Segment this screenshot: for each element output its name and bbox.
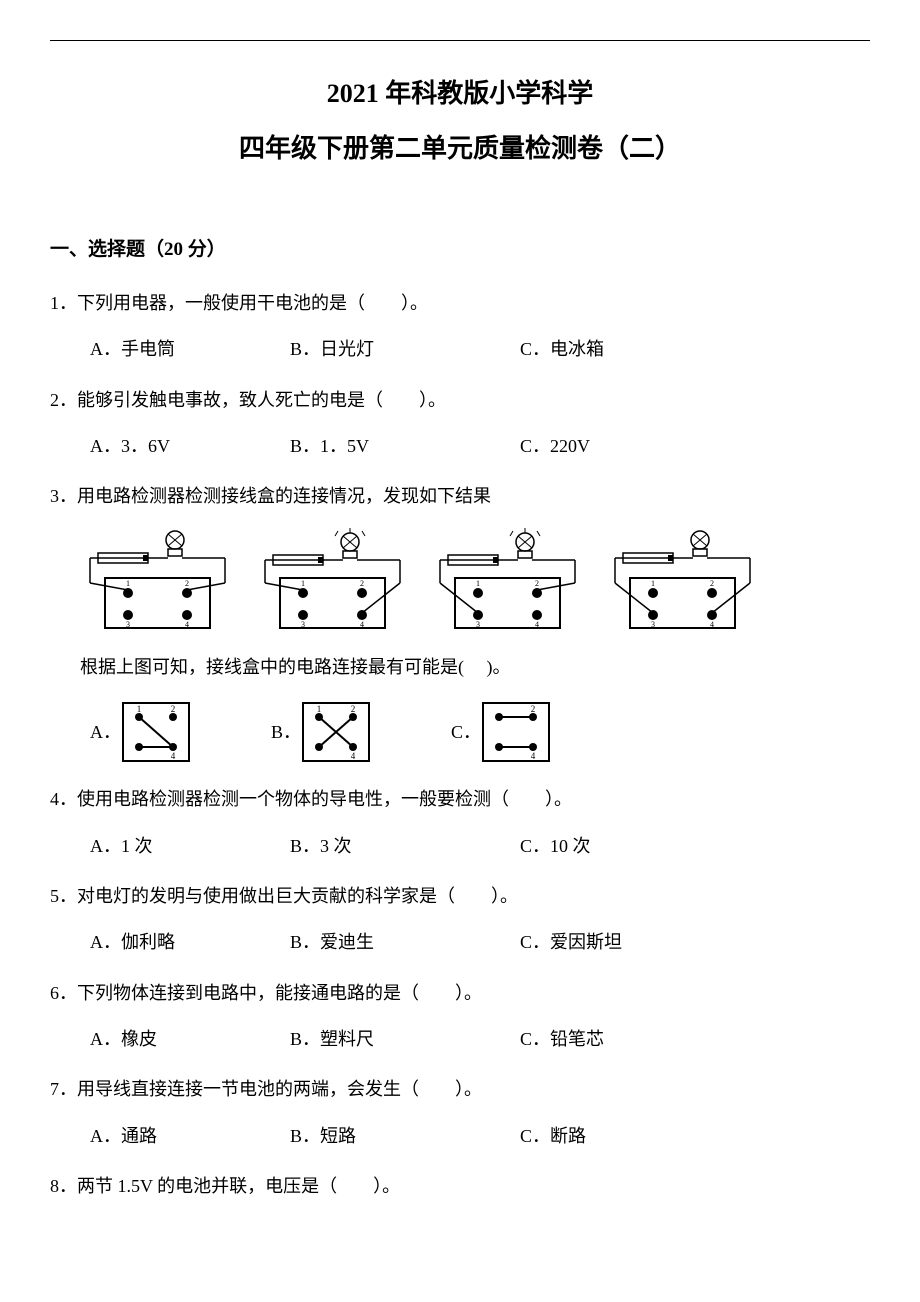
options-row: A．伽利略 B．爱迪生 C．爱因斯坦 [50,926,870,958]
svg-text:2: 2 [531,704,536,714]
question-text: 2．能够引发触电事故，致人死亡的电是（ ）。 [50,384,870,416]
option-b: B．1．5V [290,430,520,462]
option-label: C． [451,716,481,748]
options-row: A．手电筒 B．日光灯 C．电冰箱 [50,333,870,365]
svg-text:4: 4 [710,620,714,629]
section-heading: 一、选择题（20 分） [50,233,870,267]
svg-text:2: 2 [710,579,714,588]
option-b: B．爱迪生 [290,926,520,958]
circuit-diagram-2: 1 2 3 4 [255,528,410,633]
svg-text:2: 2 [351,704,356,714]
connection-diagram-c: 2 4 [481,701,551,763]
question-7: 7．用导线直接连接一节电池的两端，会发生（ ）。 A．通路 B．短路 C．断路 [50,1073,870,1152]
question-6: 6．下列物体连接到电路中，能接通电路的是（ ）。 A．橡皮 B．塑料尺 C．铅笔… [50,977,870,1056]
option-a: A．伽利略 [90,926,290,958]
svg-text:1: 1 [651,579,655,588]
options-row: A．通路 B．短路 C．断路 [50,1120,870,1152]
option-label: B． [271,716,301,748]
option-c: C．220V [520,430,720,462]
question-text: 4．使用电路检测器检测一个物体的导电性，一般要检测（ ）。 [50,783,870,815]
question-text: 7．用导线直接连接一节电池的两端，会发生（ ）。 [50,1073,870,1105]
svg-text:4: 4 [360,620,364,629]
question-3: 3．用电路检测器检测接线盒的连接情况，发现如下结果 [50,480,870,763]
circuit-diagram-1: 1 2 3 4 [80,528,235,633]
svg-text:3: 3 [476,620,480,629]
question-text: 5．对电灯的发明与使用做出巨大贡献的科学家是（ ）。 [50,880,870,912]
question-text: 3．用电路检测器检测接线盒的连接情况，发现如下结果 [50,480,870,512]
option-b: B．塑料尺 [290,1023,520,1055]
page-subtitle: 四年级下册第二单元质量检测卷（二） [50,126,870,173]
option-c: C．断路 [520,1120,720,1152]
page-title: 2021 年科教版小学科学 [50,71,870,118]
svg-text:1: 1 [137,704,142,714]
svg-text:4: 4 [535,620,539,629]
question-1: 1．下列用电器，一般使用干电池的是（ ）。 A．手电筒 B．日光灯 C．电冰箱 [50,287,870,366]
svg-text:4: 4 [351,751,356,761]
diagram-option-c: C． 2 4 [451,701,551,763]
option-b: B．日光灯 [290,333,520,365]
svg-text:4: 4 [171,751,176,761]
question-text: 1．下列用电器，一般使用干电池的是（ ）。 [50,287,870,319]
options-row: A．橡皮 B．塑料尺 C．铅笔芯 [50,1023,870,1055]
option-b: B．短路 [290,1120,520,1152]
svg-text:1: 1 [126,579,130,588]
svg-text:2: 2 [171,704,176,714]
option-c: C．铅笔芯 [520,1023,720,1055]
circuit-diagrams-row: 1 2 3 4 [50,528,870,633]
option-b: B．3 次 [290,830,520,862]
svg-text:3: 3 [301,620,305,629]
svg-text:2: 2 [535,579,539,588]
option-c: C．爱因斯坦 [520,926,720,958]
svg-text:3: 3 [126,620,130,629]
diagram-options-row: A． 1 2 4 B． 1 2 [50,701,870,763]
option-c: C．10 次 [520,830,720,862]
option-a: A．1 次 [90,830,290,862]
sub-question-text: 根据上图可知，接线盒中的电路连接最有可能是( )。 [80,651,870,683]
question-2: 2．能够引发触电事故，致人死亡的电是（ ）。 A．3．6V B．1．5V C．2… [50,384,870,463]
question-4: 4．使用电路检测器检测一个物体的导电性，一般要检测（ ）。 A．1 次 B．3 … [50,783,870,862]
option-c: C．电冰箱 [520,333,720,365]
circuit-diagram-4: 1 2 3 4 [605,528,760,633]
svg-text:2: 2 [360,579,364,588]
option-a: A．通路 [90,1120,290,1152]
svg-text:2: 2 [185,579,189,588]
option-a: A．橡皮 [90,1023,290,1055]
connection-diagram-b: 1 2 4 [301,701,371,763]
option-a: A．手电筒 [90,333,290,365]
option-label: A． [90,716,121,748]
question-text: 8．两节 1.5V 的电池并联，电压是（ ）。 [50,1170,870,1202]
connection-diagram-a: 1 2 4 [121,701,191,763]
question-8: 8．两节 1.5V 的电池并联，电压是（ ）。 [50,1170,870,1202]
options-row: A．1 次 B．3 次 C．10 次 [50,830,870,862]
svg-text:1: 1 [301,579,305,588]
svg-text:1: 1 [476,579,480,588]
question-text: 6．下列物体连接到电路中，能接通电路的是（ ）。 [50,977,870,1009]
svg-text:3: 3 [651,620,655,629]
option-a: A．3．6V [90,430,290,462]
svg-text:4: 4 [531,751,536,761]
svg-text:4: 4 [185,620,189,629]
circuit-diagram-3: 1 2 3 4 [430,528,585,633]
diagram-option-a: A． 1 2 4 [90,701,191,763]
question-5: 5．对电灯的发明与使用做出巨大贡献的科学家是（ ）。 A．伽利略 B．爱迪生 C… [50,880,870,959]
top-divider [50,40,870,41]
diagram-option-b: B． 1 2 4 [271,701,371,763]
options-row: A．3．6V B．1．5V C．220V [50,430,870,462]
svg-text:1: 1 [317,704,322,714]
